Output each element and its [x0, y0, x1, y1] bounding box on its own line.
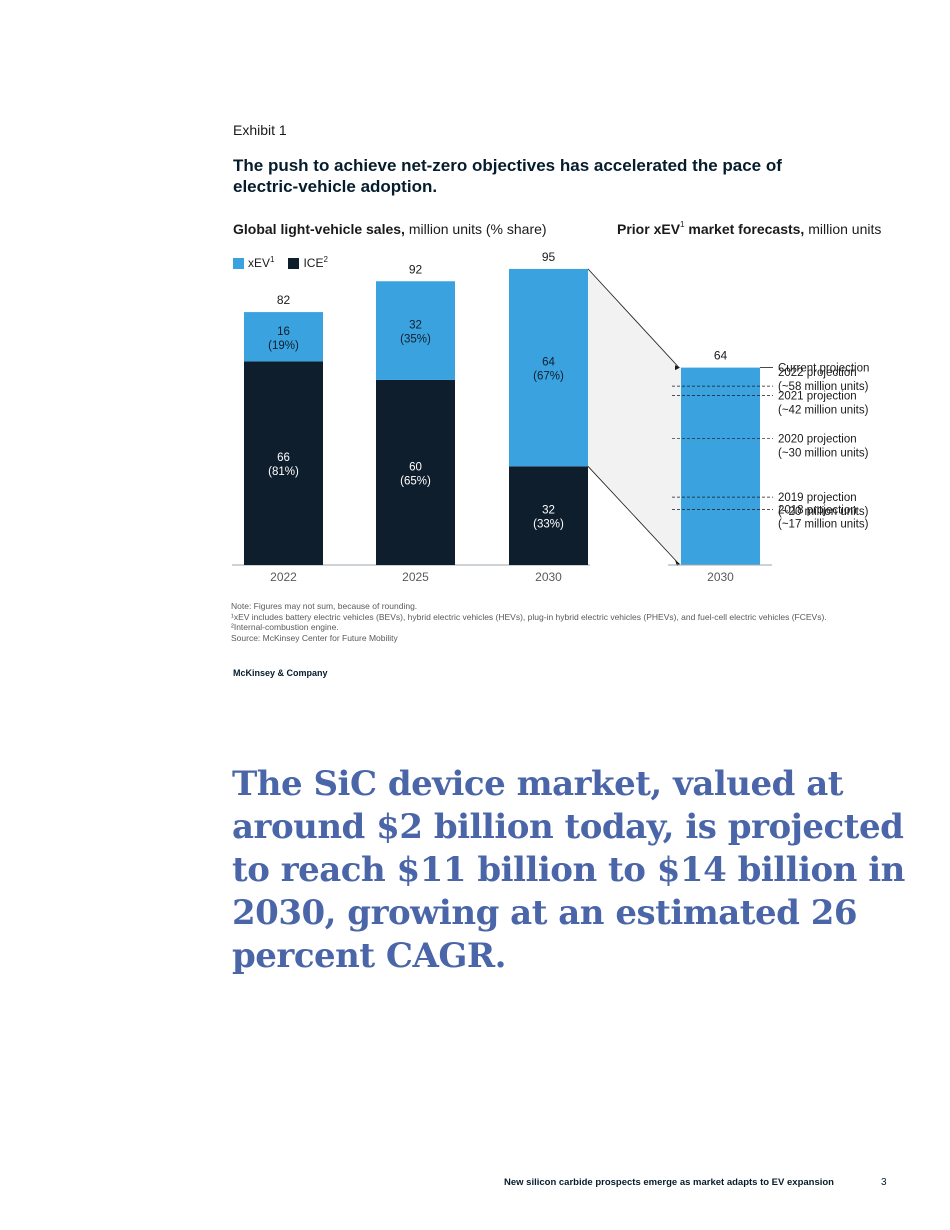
x-tick-label-2025: 2025 [402, 570, 429, 584]
x-tick-label-2022: 2022 [270, 570, 297, 584]
data-label-ice-2025: 60 (65%) [400, 461, 431, 487]
forecast-connector-shade [588, 268, 681, 565]
projection-label-current-projection: Current projection [778, 363, 869, 375]
legend-label-ice: ICE2 [303, 255, 328, 270]
legend-item-ice: ICE2 [288, 255, 328, 270]
chart-legend: xEV1 ICE2 [233, 255, 328, 270]
bar-xev-2030 [509, 268, 588, 467]
right-subtitle-bold-a: Prior xEV [617, 221, 681, 237]
right-subtitle-rest: million units [804, 221, 882, 237]
footer-title: New silicon carbide prospects emerge as … [504, 1177, 834, 1188]
bar-xev-2022 [244, 312, 323, 362]
data-label-xev-2030: 64 (67%) [533, 357, 564, 383]
data-label-xev-2022: 16 (19%) [268, 326, 299, 352]
page-number: 3 [881, 1177, 887, 1188]
bar-ice-2030 [509, 466, 588, 565]
right-subtitle-sup: 1 [680, 220, 685, 229]
connector-line-top [587, 268, 680, 368]
total-label-2030: 95 [542, 250, 556, 264]
chart-notes: Note: Figures may not sum, because of ro… [231, 601, 911, 643]
forecast-x-tick-label: 2030 [707, 570, 734, 584]
bar-ice-2025 [376, 379, 455, 565]
connector-line-bottom [587, 466, 680, 565]
data-label-ice-2022: 66 (81%) [268, 452, 299, 478]
left-chart-subtitle: Global light-vehicle sales, million unit… [233, 221, 547, 237]
bar-forecast-2030 [681, 367, 760, 565]
legend-swatch-xev [233, 257, 244, 269]
chart-title: The push to achieve net-zero objectives … [233, 156, 782, 196]
note-source: Source: McKinsey Center for Future Mobil… [231, 632, 398, 643]
total-label-2025: 92 [409, 262, 423, 276]
projection-label-2019-projection: 2019 projection (~20 million units) [778, 492, 869, 518]
projection-label-2021-projection: 2021 projection (~42 million units) [778, 390, 869, 416]
legend-label-xev: xEV1 [248, 255, 275, 270]
forecast-total-label: 64 [714, 349, 728, 363]
projection-label-2022-projection: 2022 projection (~58 million units) [778, 367, 869, 393]
x-tick-label-2030: 2030 [535, 570, 562, 584]
right-subtitle-bold-b: market forecasts, [684, 221, 805, 237]
note-ice-footnote: ²Internal-combustion engine. [231, 622, 339, 632]
total-label-2022: 82 [277, 293, 291, 307]
legend-item-xev: xEV1 [233, 255, 275, 270]
right-chart-subtitle: Prior xEV1 market forecasts, million uni… [617, 220, 882, 237]
note-xev-footnote: ¹xEV includes battery electric vehicles … [231, 611, 827, 622]
note-rounding: Note: Figures may not sum, because of ro… [231, 601, 418, 611]
bar-xev-2025 [376, 281, 455, 380]
pull-quote: The SiC device market, valued at around … [232, 764, 905, 976]
connector-arrowhead-top [675, 365, 680, 371]
chart-canvas: 66 (81%) 16 (19%) 82 2022 60 (65%) 32 (35%) 92 2025… [232, 250, 869, 584]
legend-swatch-ice [288, 257, 300, 269]
brand-name: McKinsey & Company [233, 668, 328, 678]
data-label-xev-2025: 32 (35%) [400, 320, 431, 346]
exhibit-label: Exhibit 1 [233, 122, 287, 138]
bar-ice-2022 [244, 361, 323, 565]
projection-label-2018-projection: 2018 projection (~17 million units) [778, 504, 869, 530]
projection-label-2020-projection: 2020 projection (~30 million units) [778, 434, 869, 460]
data-label-ice-2030: 32 (33%) [533, 505, 564, 531]
left-subtitle-bold: Global light-vehicle sales, [233, 221, 405, 237]
left-subtitle-rest: million units (% share) [404, 221, 547, 237]
